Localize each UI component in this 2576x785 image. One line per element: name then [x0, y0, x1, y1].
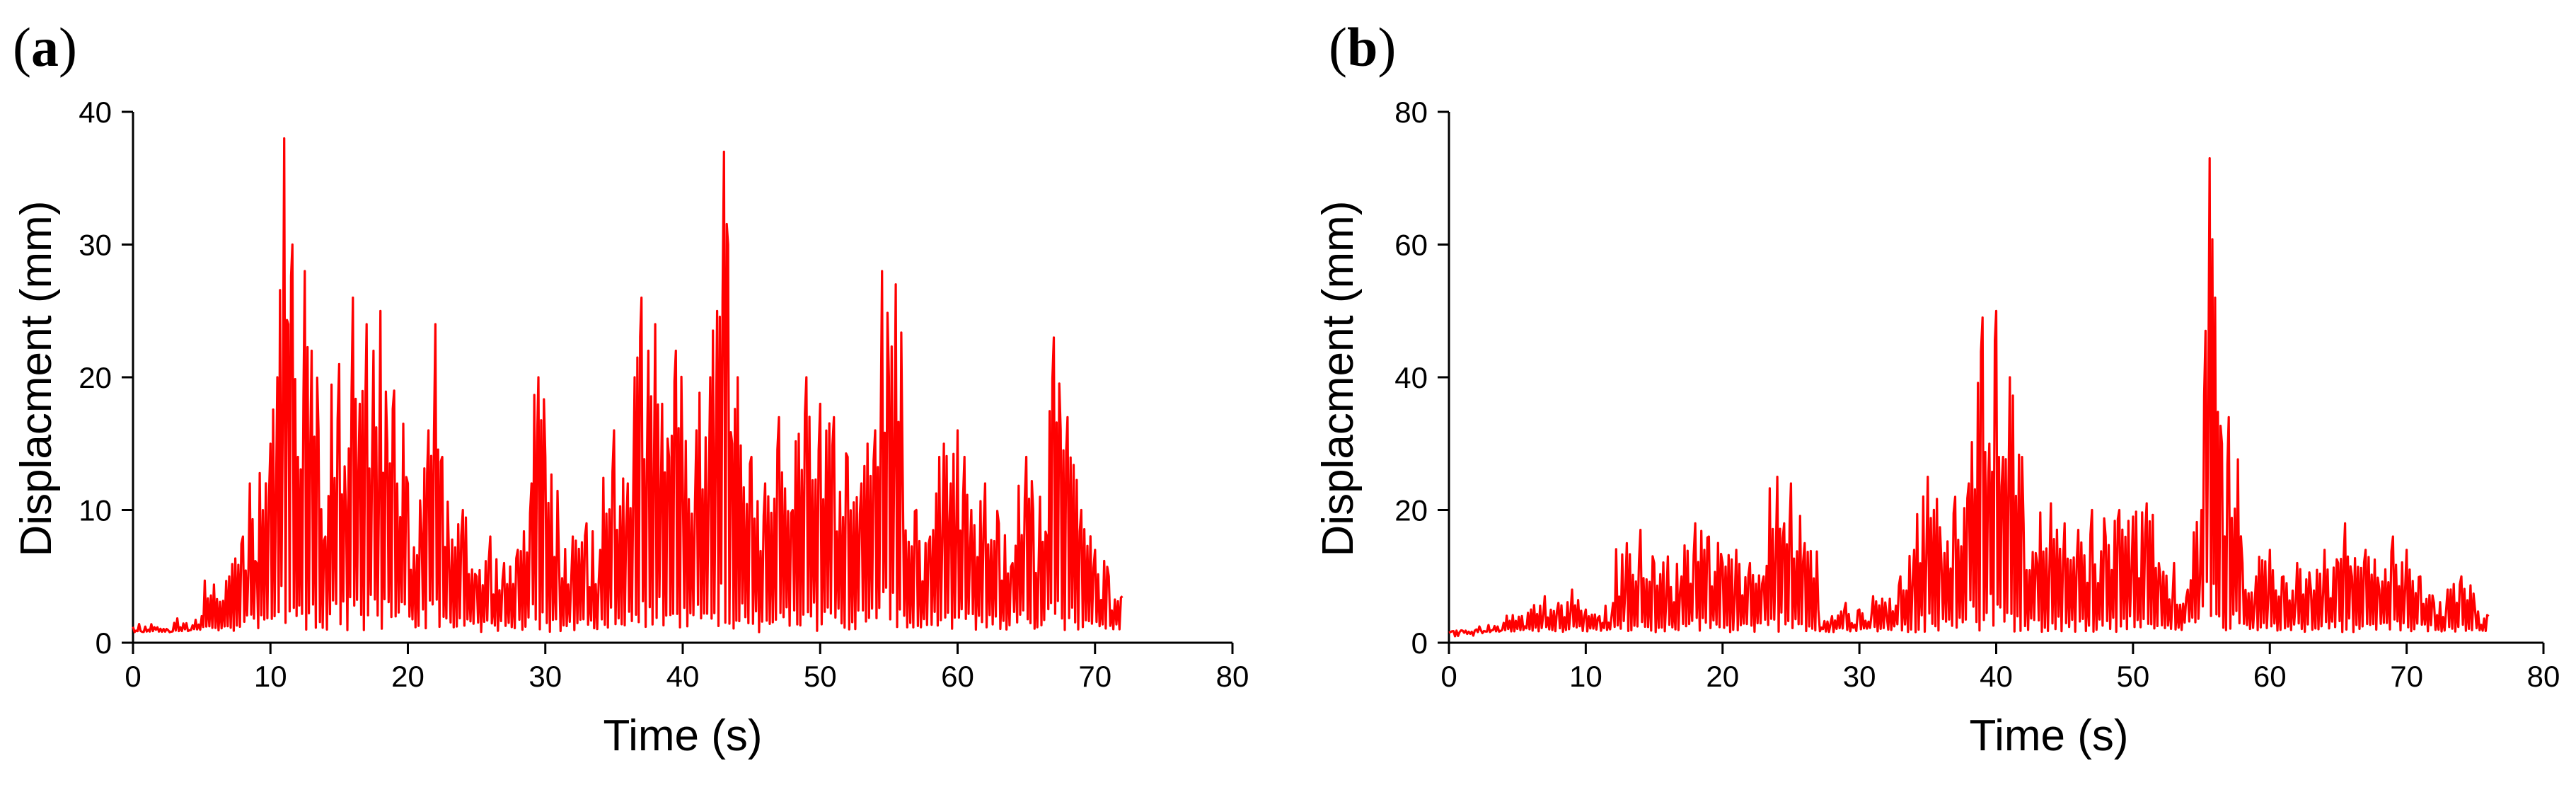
- chart-b-x-tick-label: 10: [1569, 660, 1602, 693]
- chart-a-x-tick-label: 20: [391, 660, 424, 693]
- chart-b-y-tick-label: 80: [1394, 96, 1428, 129]
- chart-b-y-tick-label: 40: [1394, 361, 1428, 394]
- chart-b-y-tick-label: 60: [1394, 229, 1428, 262]
- chart-b-x-tick-label: 20: [1706, 660, 1739, 693]
- chart-a-xlabel: Time (s): [603, 711, 763, 760]
- chart-panel-b: (b) 0 10 20 30 40 50 60 70 80 0 20 40 60 80 Displacme…: [1314, 0, 2576, 781]
- chart-a-x-tick-label: 0: [125, 660, 141, 693]
- chart-b-xlabel: Time (s): [1970, 711, 2129, 760]
- chart-a-x-tick-label: 50: [804, 660, 837, 693]
- chart-b-y-tick-label: 20: [1394, 494, 1428, 527]
- panel-label-b: (b): [1329, 16, 1397, 78]
- chart-a-y-tick-label: 10: [79, 494, 112, 527]
- chart-a-y-tick-label: 0: [96, 626, 112, 660]
- chart-a-y-tick-label: 30: [79, 229, 112, 262]
- chart-b-x-tick-label: 50: [2117, 660, 2150, 693]
- chart-b-x-tick-label: 0: [1440, 660, 1457, 693]
- chart-b-x-tick-label: 30: [1843, 660, 1876, 693]
- chart-b-ylabel: Displacment (mm): [1316, 201, 1363, 557]
- chart-b-marks: 0 10 20 30 40 50 60 70 80 0 20 40 60 80: [1394, 96, 2560, 693]
- chart-b-x-tick-label: 80: [2527, 660, 2560, 693]
- chart-a-x-tick-label: 60: [941, 660, 974, 693]
- chart-a-x-tick-label: 30: [529, 660, 562, 693]
- chart-b-series-line: [1448, 157, 2490, 638]
- panel-label-a: (a): [13, 16, 77, 78]
- chart-a-x-tick-label: 80: [1216, 660, 1249, 693]
- chart-b-x-tick-label: 40: [1980, 660, 2013, 693]
- chart-b-y-tick-label: 0: [1411, 626, 1428, 660]
- chart-b: 0 10 20 30 40 50 60 70 80 0 20 40 60 80 Displacment (…: [1314, 96, 2560, 760]
- chart-panel-a: (a) 0 10 20 30 40 50 60 70 80 0 10 20 30 40 Displacme…: [0, 0, 1288, 781]
- chart-a-y-tick-label: 20: [79, 361, 112, 394]
- chart-a-series-line: [132, 137, 1124, 634]
- chart-a-y-tick-label: 40: [79, 96, 112, 129]
- chart-a-x-tick-label: 40: [666, 660, 700, 693]
- chart-b-x-tick-label: 70: [2390, 660, 2423, 693]
- chart-a: 0 10 20 30 40 50 60 70 80 0 10 20 30 40 Displacment (…: [12, 96, 1249, 760]
- chart-a-marks: 0 10 20 30 40 50 60 70 80 0 10 20 30 40: [79, 96, 1249, 693]
- chart-a-x-tick-label: 10: [254, 660, 287, 693]
- chart-b-x-tick-label: 60: [2253, 660, 2287, 693]
- chart-a-x-tick-label: 70: [1078, 660, 1111, 693]
- chart-a-ylabel: Displacment (mm): [12, 201, 61, 557]
